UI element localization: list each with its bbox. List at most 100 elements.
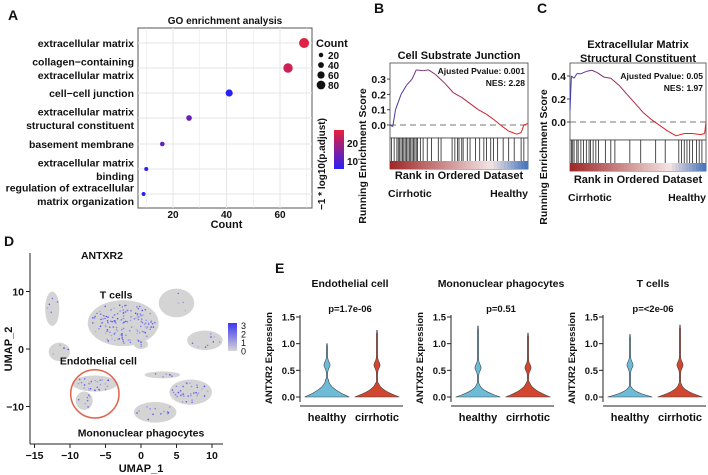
expressing-cell <box>59 344 61 346</box>
expressing-cell <box>138 305 141 308</box>
enrichment-curve-segment <box>508 130 518 135</box>
expressing-cell <box>136 412 138 414</box>
expressing-cell <box>152 326 155 328</box>
expressing-cell <box>189 382 191 384</box>
expressing-cell <box>197 392 200 394</box>
y-axis-label: Running Enrichment Score <box>538 89 550 225</box>
expressing-cell <box>101 379 103 381</box>
expressing-cell <box>133 318 136 320</box>
enrichment-curve-segment <box>603 76 611 79</box>
expressing-cell <box>109 326 111 328</box>
size-legend-dot <box>318 52 324 58</box>
expressing-cell <box>99 313 102 315</box>
expressing-cell <box>191 401 193 404</box>
violin-healthy <box>455 325 501 398</box>
rank-colorbar-cell <box>462 161 467 169</box>
y-axis-label: UMAP_2 <box>3 327 15 372</box>
x-category-label: cirrhotic <box>355 412 399 424</box>
y-tick-label: 0.5 <box>433 366 447 377</box>
rank-colorbar-cell <box>431 161 436 169</box>
rank-colorbar-cell <box>655 163 659 171</box>
expressing-cell <box>196 393 199 396</box>
expressing-cell <box>103 314 105 317</box>
expressing-cell <box>184 309 187 312</box>
rank-colorbar-cell <box>476 161 481 169</box>
data-point <box>159 141 165 147</box>
expressing-cell <box>190 385 193 388</box>
gsea-plot-area <box>569 62 707 141</box>
right-group-label: Healthy <box>490 188 528 200</box>
expressing-cell <box>111 320 113 323</box>
expressing-cell <box>182 393 185 395</box>
expressing-cell <box>88 382 91 385</box>
expressing-cell <box>106 385 109 388</box>
expressing-cell <box>124 320 127 323</box>
enrichment-curve-segment <box>416 69 424 72</box>
expressing-cell <box>191 399 193 401</box>
expressing-cell <box>78 378 81 381</box>
expressing-cell <box>141 330 144 333</box>
size-legend-dot <box>318 62 324 68</box>
term-label: structural constituent <box>26 120 134 132</box>
rank-colorbar-cell <box>421 161 425 169</box>
expressing-cell <box>99 383 102 386</box>
expressing-cell <box>149 408 152 410</box>
expressing-cell <box>166 411 169 413</box>
rank-colorbar-cell <box>668 163 673 171</box>
expressing-cell <box>83 378 86 380</box>
y-axis-label: ANTXR2 Expression <box>567 312 578 404</box>
enrichment-curve-segment <box>626 94 636 104</box>
expressing-cell <box>83 384 86 386</box>
expressing-cell <box>146 326 149 328</box>
expressing-cell <box>196 384 198 386</box>
term-label: basement membrane <box>29 139 134 151</box>
expressing-cell <box>180 393 183 396</box>
rank-colorbar-cell <box>400 161 405 169</box>
cell-cluster <box>133 401 177 423</box>
expressing-cell <box>48 303 51 306</box>
y-tick-label: 0.2 <box>551 94 566 106</box>
rank-colorbar-cell <box>665 163 670 171</box>
x-tick-label: 60 <box>274 210 286 221</box>
right-group-label: Healthy <box>668 192 706 204</box>
gsea-title: Extracellular Matrix <box>587 39 689 51</box>
enrichment-curve-segment <box>704 121 707 134</box>
term-label: matrix organization <box>37 196 134 208</box>
y-tick-label: 0.0 <box>585 393 598 404</box>
rank-colorbar-cell <box>597 163 602 171</box>
size-legend-dot <box>317 71 325 79</box>
expressing-cell <box>129 339 131 341</box>
expressing-cell <box>162 375 164 378</box>
enrichment-curve-segment <box>692 133 701 136</box>
y-axis-label: ANTXR2 Expression <box>264 312 275 404</box>
expressing-cell <box>92 317 94 319</box>
size-legend-dot <box>316 80 326 90</box>
expressing-cell <box>98 388 100 391</box>
enrichment-curve-segment <box>500 124 509 132</box>
enrichment-curve-segment <box>573 73 578 79</box>
expressing-cell <box>206 344 209 347</box>
expressing-cell <box>119 333 122 336</box>
rank-colorbar-cell <box>587 163 591 171</box>
x-category-label: healthy <box>611 412 650 424</box>
enrichment-curve-segment <box>428 69 436 75</box>
expressing-cell <box>191 342 194 345</box>
expressing-cell <box>136 338 139 341</box>
expressing-cell <box>139 325 142 328</box>
expressing-cell <box>98 327 100 330</box>
expressing-cell <box>204 346 207 348</box>
endothelial-highlight-circle <box>69 368 120 419</box>
expressing-cell <box>93 317 96 320</box>
expressing-cell <box>114 320 116 322</box>
expressing-cell <box>127 339 130 341</box>
expressing-cell <box>201 388 203 390</box>
rank-colorbar-cell <box>407 161 412 169</box>
expressing-cell <box>63 347 65 349</box>
p-value-label: p=<2e-06 <box>632 304 673 315</box>
rank-colorbar-cell <box>576 163 581 171</box>
term-label: extracellular matrix <box>38 106 134 118</box>
expressing-cell <box>175 385 178 388</box>
y-tick-label: 0.1 <box>371 105 386 117</box>
data-point <box>225 89 233 97</box>
expressing-cell <box>182 301 185 304</box>
